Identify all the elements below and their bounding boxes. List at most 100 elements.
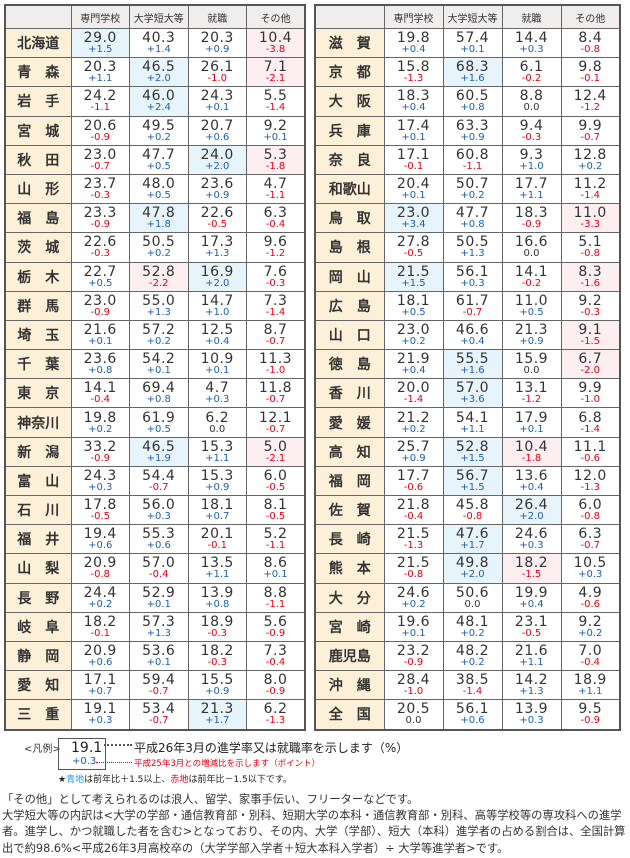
cell-university: 54.1 +1.1 — [442, 407, 503, 438]
rate-value: 23.3 — [83, 205, 117, 222]
legend-value-description: 平成26年3月の進学率又は就職率を示します（%） — [134, 741, 409, 755]
cell-employment: 15.9 0.0 — [501, 349, 562, 380]
rate-value: 20.6 — [83, 117, 117, 134]
cell-university: 54.2 +0.1 — [129, 349, 189, 380]
rate-value: 9.4 — [519, 117, 544, 134]
table-row: 岡 山 21.5 +1.5 56.1 +0.3 14.1 -0.2 8.3 -1.6 — [314, 261, 621, 292]
change-value: -1.0 — [403, 686, 424, 698]
rate-value: 9.2 — [578, 613, 603, 630]
cell-vocational: 15.8 -1.3 — [383, 57, 444, 88]
change-value: -0.9 — [90, 452, 110, 464]
rate-value: 24.6 — [514, 526, 549, 543]
cell-university: 46.0 +2.4 — [129, 86, 189, 117]
rate-value: 59.4 — [142, 672, 176, 689]
change-value: -0.1 — [90, 627, 110, 639]
header-corner — [4, 4, 72, 29]
rate-value: 24.3 — [83, 467, 117, 484]
highlight-note: ★青地は前年比＋1.5以上、赤地は前年比－1.5以下です。 — [58, 772, 292, 785]
change-value: -0.3 — [265, 277, 286, 289]
change-value: -0.3 — [90, 248, 110, 260]
rate-value: 57.4 — [455, 30, 490, 47]
cell-vocational: 18.1 +0.5 — [383, 290, 444, 321]
rate-value: 22.6 — [83, 234, 117, 251]
change-value: +0.5 — [519, 306, 544, 318]
change-value: +0.1 — [519, 423, 544, 435]
cell-other: 11.3 -1.0 — [246, 349, 306, 380]
change-value: -0.7 — [148, 481, 169, 493]
cell-employment: 16.6 0.0 — [501, 232, 562, 263]
cell-other: 5.3 -1.8 — [246, 144, 306, 175]
cell-vocational: 21.6 +0.1 — [70, 319, 130, 351]
prefecture-name: 山 梨 — [4, 553, 72, 584]
rate-value: 6.0 — [263, 467, 288, 484]
rate-value: 20.9 — [83, 555, 117, 572]
cell-university: 45.8 -0.8 — [442, 494, 503, 526]
legend-sample-change: +0.3 — [72, 756, 97, 767]
change-value: -0.8 — [580, 511, 600, 523]
rate-value: 52.9 — [142, 584, 176, 601]
rate-value: 13.9 — [514, 701, 549, 718]
rate-value: 21.6 — [514, 643, 549, 660]
cell-employment: 21.6 +1.1 — [501, 640, 562, 672]
cell-university: 57.2 +0.2 — [129, 319, 189, 351]
change-value: -0.3 — [90, 190, 110, 202]
rate-value: 53.4 — [142, 701, 176, 718]
change-value: +0.5 — [146, 160, 171, 172]
change-value: +0.9 — [401, 452, 426, 464]
rate-value: 5.5 — [263, 88, 288, 105]
rate-value: 11.2 — [573, 176, 607, 193]
cell-employment: 17.7 +1.1 — [501, 173, 562, 205]
table-header: 専門学校 大学短大等 就職 その他 — [314, 4, 621, 29]
prefecture-name: 山 形 — [4, 173, 72, 205]
cell-vocational: 19.6 +0.1 — [383, 611, 444, 642]
rate-value: 19.9 — [514, 584, 549, 601]
change-value: +2.0 — [460, 569, 485, 581]
table-row: 福 岡 17.7 -0.6 56.7 +1.5 13.6 +0.4 12.0 -1.3 — [314, 465, 621, 497]
rate-value: 6.2 — [205, 409, 230, 426]
cell-vocational: 21.5 +1.5 — [383, 261, 444, 292]
rate-value: 23.0 — [396, 205, 431, 222]
cell-vocational: 18.3 +0.4 — [383, 86, 444, 117]
rate-value: 20.9 — [83, 643, 117, 660]
prefecture-name: 全 国 — [314, 699, 385, 730]
rate-value: 46.5 — [142, 59, 176, 76]
cell-university: 54.4 -0.7 — [129, 465, 189, 497]
cell-other: 11.2 -1.4 — [560, 173, 621, 205]
change-value: +0.5 — [146, 423, 171, 435]
rate-value: 18.1 — [200, 497, 234, 514]
table-row: 愛 媛 21.2 +0.2 54.1 +1.1 17.9 +0.1 6.8 -1.4 — [314, 407, 621, 438]
cell-university: 46.5 +2.0 — [129, 57, 189, 88]
change-value: -0.8 — [462, 511, 483, 523]
change-value: +0.3 — [519, 540, 544, 552]
change-value: -1.4 — [265, 102, 286, 114]
prefecture-name: 東 京 — [4, 378, 72, 409]
table-row: 三 重 19.1 +0.3 53.4 -0.7 21.3 +1.7 6.2 -1.3 — [4, 699, 306, 730]
prefecture-name: 茨 城 — [4, 232, 72, 263]
cell-other: 9.2 +0.1 — [246, 115, 306, 146]
cell-university: 48.0 +0.5 — [129, 173, 189, 205]
prefecture-name: 新 潟 — [4, 436, 72, 467]
change-value: +0.1 — [401, 190, 426, 202]
rate-value: 54.4 — [142, 467, 176, 484]
rate-value: 53.6 — [142, 643, 176, 660]
cell-other: 6.2 -1.3 — [246, 699, 306, 730]
change-value: +0.1 — [401, 131, 426, 143]
cell-employment: 4.7 +0.3 — [187, 378, 247, 409]
change-value: -1.4 — [462, 686, 483, 698]
cell-vocational: 21.5 -0.8 — [383, 553, 444, 584]
change-value: +0.9 — [519, 335, 544, 347]
cell-vocational: 21.9 +0.4 — [383, 349, 444, 380]
prefecture-name: 岐 阜 — [4, 611, 72, 642]
header-university: 大学短大等 — [442, 4, 503, 29]
cell-vocational: 20.3 +1.1 — [70, 57, 130, 88]
cell-university: 56.1 +0.3 — [442, 261, 503, 292]
change-value: -1.6 — [580, 277, 600, 289]
rate-value: 17.9 — [514, 409, 549, 426]
header-corner — [314, 4, 385, 29]
rate-value: 50.6 — [455, 584, 490, 601]
prefecture-name: 群 馬 — [4, 290, 72, 321]
star-icon: ★ — [58, 775, 67, 785]
change-value: +0.5 — [401, 306, 426, 318]
rate-value: 23.6 — [200, 176, 234, 193]
change-value: +0.1 — [205, 365, 230, 377]
